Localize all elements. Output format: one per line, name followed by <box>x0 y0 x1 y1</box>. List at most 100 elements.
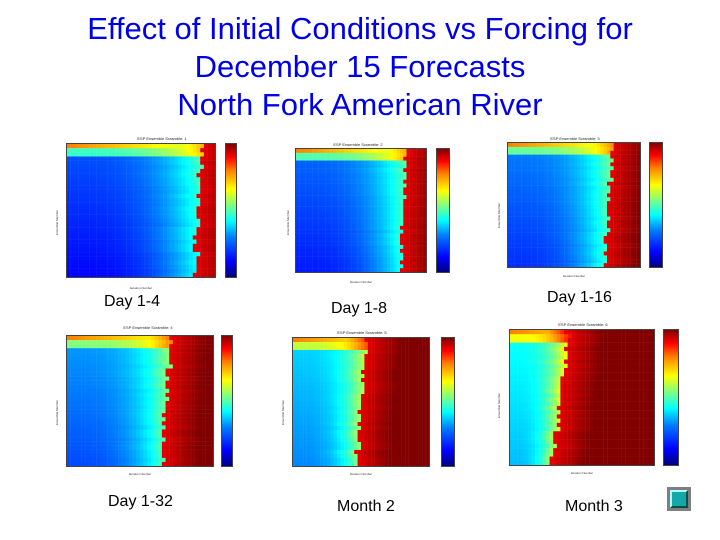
heatmap-cell <box>209 445 213 450</box>
heatmap-cell <box>305 225 310 230</box>
heatmap-cell <box>207 198 212 203</box>
heatmap-cell <box>514 170 519 175</box>
heatmap-cell <box>163 239 168 244</box>
heatmap-cell <box>88 364 93 369</box>
heatmap-cell <box>165 376 170 381</box>
heatmap-cell <box>406 222 410 227</box>
heatmap-cell <box>89 202 94 207</box>
heatmap-cell <box>547 232 552 237</box>
heatmap-cell <box>118 148 123 153</box>
heatmap-cell <box>104 243 108 249</box>
heatmap-cell <box>335 222 339 227</box>
heatmap-cell <box>158 336 163 341</box>
y-axis-label: Ensemble Member <box>55 209 59 235</box>
heatmap-cell <box>396 175 401 180</box>
heatmap-cell <box>77 348 82 353</box>
heatmap-cell <box>176 376 181 381</box>
heatmap-cell <box>114 445 119 450</box>
heatmap-cell <box>158 356 163 361</box>
heatmap-cell <box>96 214 101 220</box>
heatmap-cell <box>511 166 515 171</box>
heatmap-cell <box>633 236 637 241</box>
heatmap-cell <box>587 150 591 155</box>
heatmap-cell <box>377 172 381 177</box>
heatmap-cell <box>623 259 627 264</box>
heatmap-cell <box>364 229 368 234</box>
heatmap-cell <box>387 156 391 161</box>
heatmap-cell <box>133 156 138 161</box>
heatmap-cell <box>81 396 86 402</box>
heatmap-cell <box>166 268 171 274</box>
heatmap-cell <box>78 264 82 269</box>
heatmap-cell <box>574 232 578 237</box>
heatmap-cell <box>178 268 182 274</box>
heatmap-cell <box>544 220 548 225</box>
heatmap-cell <box>305 149 310 154</box>
heatmap-cell <box>590 162 594 167</box>
heatmap-cell <box>541 243 545 248</box>
heatmap-cell <box>623 228 627 233</box>
heatmap-cell <box>172 336 177 341</box>
heatmap-cell <box>107 421 111 426</box>
heatmap-cell <box>593 236 598 241</box>
heatmap-cell <box>126 193 131 199</box>
heatmap-cell <box>550 255 555 260</box>
heatmap-cell <box>580 251 585 256</box>
heatmap-cell <box>202 445 206 450</box>
heatmap-cell <box>185 168 190 174</box>
heatmap-cell <box>616 212 621 217</box>
heatmap-cell <box>191 413 195 418</box>
heatmap-cell <box>133 198 138 203</box>
heatmap-cell <box>422 229 426 234</box>
heatmap-cell <box>192 148 197 153</box>
heatmap-cell <box>616 259 621 264</box>
heatmap-cell <box>309 206 313 211</box>
heatmap-cell <box>531 255 535 260</box>
heatmap-cell <box>181 202 186 207</box>
heatmap-cell <box>96 239 101 244</box>
heatmap-cell <box>92 437 97 442</box>
heatmap-cell <box>550 170 555 175</box>
heatmap-cell <box>111 164 116 170</box>
heatmap-cell <box>104 168 108 174</box>
heatmap-cell <box>600 170 604 175</box>
heatmap-cell <box>209 409 213 414</box>
heatmap-cell <box>348 229 352 234</box>
heatmap-cell <box>159 210 164 215</box>
heatmap-cell <box>191 429 195 434</box>
heatmap-cell <box>422 252 426 257</box>
heatmap-cell <box>328 179 332 184</box>
heatmap-cell <box>183 437 188 442</box>
heatmap-cell <box>511 162 515 167</box>
heatmap-cell <box>380 229 384 234</box>
heatmap-cell <box>610 150 614 155</box>
heatmap-cell <box>557 158 561 163</box>
heatmap-cell <box>567 247 571 252</box>
heatmap-cell <box>508 251 512 256</box>
heatmap-cell <box>144 177 149 182</box>
heatmap-cell <box>121 368 126 373</box>
heatmap-cell <box>194 376 199 381</box>
heatmap-cell <box>302 210 306 215</box>
heatmap-cell <box>393 195 397 200</box>
heatmap-cell <box>180 429 184 434</box>
heatmap-cell <box>126 185 131 190</box>
heatmap-cell <box>296 206 300 211</box>
heatmap-cell <box>103 429 108 434</box>
heatmap-cell <box>169 441 174 446</box>
heatmap-cell <box>603 146 608 151</box>
heatmap-cell <box>169 433 174 438</box>
heatmap-cell <box>67 256 71 261</box>
heatmap-cell <box>422 164 426 169</box>
heatmap-cell <box>633 181 637 186</box>
heatmap-cell <box>129 235 134 240</box>
heatmap-cell <box>541 143 545 148</box>
heatmap-cell <box>341 152 345 157</box>
heatmap-cell <box>557 162 561 167</box>
heatmap-cell <box>557 263 561 267</box>
heatmap-cell <box>537 228 542 233</box>
heatmap-cell <box>390 191 394 196</box>
heatmap-cell <box>521 212 525 217</box>
heatmap-cell <box>590 228 594 233</box>
heatmap-cell <box>176 441 181 446</box>
